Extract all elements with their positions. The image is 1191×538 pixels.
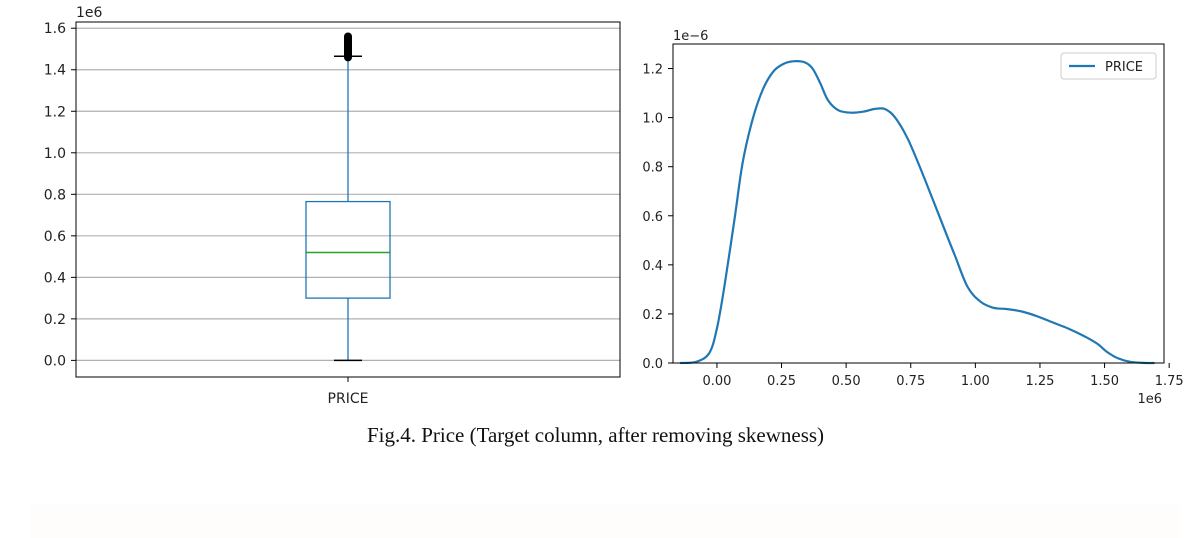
box-y-offset-text: 1e6 — [76, 5, 103, 21]
kde-y-tick-label: 0.4 — [642, 259, 663, 274]
kde-x-tick-label: 0.75 — [896, 374, 925, 389]
kde-y-tick-label: 0.6 — [642, 210, 663, 225]
kde-series-line-price — [679, 60, 1155, 365]
kde-y-ticks: 0.0 0.2 0.4 0.6 0.8 1.0 1.2 — [642, 63, 673, 372]
kde-y-tick-label: 1.2 — [642, 63, 663, 78]
kde-y-tick-label: 0.8 — [642, 161, 663, 176]
kde-y-tick-label: 1.0 — [642, 112, 663, 127]
box-iqr-rect — [305, 200, 391, 299]
kde-x-tick-label: 1.00 — [961, 374, 990, 389]
box-y-ticks: 0.0 0.2 0.4 0.6 0.8 1.0 1.2 1.4 1.6 — [44, 21, 76, 369]
box-y-tick-label: 0.0 — [44, 353, 66, 369]
kde-x-ticks: 0.00 0.25 0.50 0.75 1.00 1.25 1.50 1.75 — [702, 363, 1184, 389]
kde-y-tick-label: 0.2 — [642, 308, 663, 323]
kde-x-tick-label: 0.00 — [702, 374, 731, 389]
legend-label-price: PRICE — [1105, 60, 1143, 75]
kde-plot-frame — [672, 43, 1165, 364]
page-bottom-band — [30, 505, 1180, 538]
figure-caption: Fig.4. Price (Target column, after remov… — [366, 423, 825, 447]
box-y-tick-label: 1.2 — [44, 104, 66, 120]
box-y-tick-label: 0.6 — [44, 229, 66, 245]
kde-x-tick-label: 1.75 — [1155, 374, 1184, 389]
box-plot-chart: 0.0 0.2 0.4 0.6 0.8 1.0 1.2 1.4 1.6 1e6 PRICE — [44, 5, 621, 407]
box-y-tick-label: 0.8 — [44, 187, 66, 203]
box-y-tick-label: 1.6 — [44, 21, 66, 37]
kde-y-tick-label: 0.0 — [642, 357, 663, 372]
box-y-tick-label: 0.2 — [44, 312, 66, 328]
box-marks — [305, 32, 391, 382]
legend-box — [1060, 52, 1157, 80]
kde-x-offset-text: 1e6 — [1137, 392, 1162, 407]
box-y-tick-label: 1.0 — [44, 146, 66, 162]
box-outliers — [344, 32, 352, 62]
kde-y-offset-text: 1e−6 — [673, 29, 708, 44]
kde-line-chart: 0.0 0.2 0.4 0.6 0.8 1.0 1.2 0.00 0.25 0.50 0.75 1.… — [642, 29, 1183, 407]
kde-x-tick-label: 0.25 — [767, 374, 796, 389]
box-category-label: PRICE — [328, 391, 369, 407]
kde-x-tick-label: 1.25 — [1025, 374, 1054, 389]
kde-x-tick-label: 0.50 — [832, 374, 861, 389]
box-y-tick-label: 0.4 — [44, 270, 66, 286]
box-plot-frame — [75, 21, 621, 378]
kde-x-tick-label: 1.50 — [1090, 374, 1119, 389]
kde-legend: PRICE — [1060, 52, 1157, 80]
box-y-tick-label: 1.4 — [44, 63, 66, 79]
